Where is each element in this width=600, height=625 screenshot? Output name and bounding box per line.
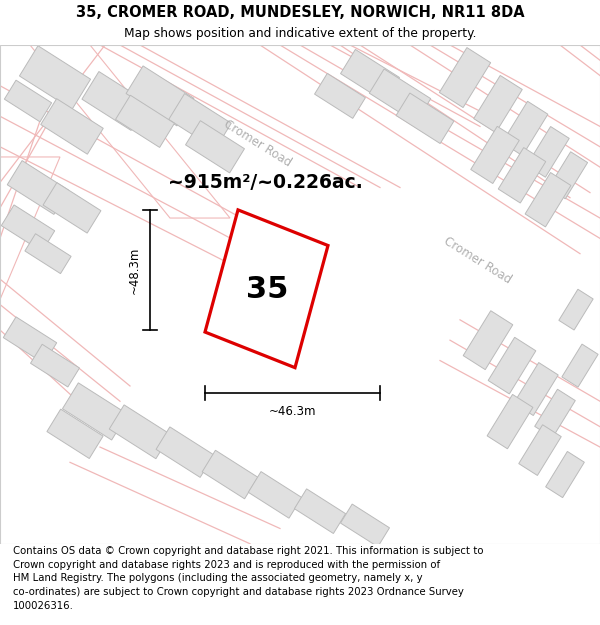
Polygon shape: [185, 121, 244, 173]
Polygon shape: [396, 93, 454, 144]
Polygon shape: [3, 317, 57, 364]
Text: ~46.3m: ~46.3m: [269, 405, 316, 418]
Polygon shape: [116, 95, 175, 148]
Polygon shape: [548, 152, 587, 199]
Text: ~915m²/~0.226ac.: ~915m²/~0.226ac.: [168, 173, 363, 192]
Polygon shape: [519, 425, 561, 476]
Text: 35: 35: [246, 275, 288, 304]
Polygon shape: [369, 69, 431, 122]
Text: ~48.3m: ~48.3m: [128, 246, 140, 294]
Polygon shape: [474, 76, 522, 132]
Polygon shape: [488, 338, 536, 394]
Polygon shape: [514, 362, 558, 416]
Polygon shape: [169, 94, 231, 149]
Polygon shape: [82, 71, 148, 131]
Text: Contains OS data © Crown copyright and database right 2021. This information is : Contains OS data © Crown copyright and d…: [13, 546, 484, 611]
Polygon shape: [463, 311, 513, 369]
Polygon shape: [314, 73, 365, 118]
Polygon shape: [109, 405, 171, 459]
Text: Map shows position and indicative extent of the property.: Map shows position and indicative extent…: [124, 27, 476, 40]
Polygon shape: [559, 289, 593, 330]
Polygon shape: [47, 409, 103, 459]
Polygon shape: [7, 161, 69, 214]
Polygon shape: [31, 344, 79, 387]
Polygon shape: [295, 489, 346, 534]
Polygon shape: [25, 234, 71, 274]
Polygon shape: [19, 46, 91, 109]
Polygon shape: [126, 66, 194, 126]
Polygon shape: [341, 504, 389, 547]
Text: Cromer Road: Cromer Road: [222, 118, 294, 169]
Polygon shape: [4, 80, 52, 122]
Polygon shape: [41, 99, 103, 154]
Polygon shape: [341, 49, 400, 102]
Polygon shape: [525, 173, 571, 227]
Polygon shape: [62, 383, 128, 440]
Polygon shape: [502, 101, 548, 156]
Polygon shape: [248, 472, 302, 518]
Polygon shape: [535, 389, 575, 438]
Polygon shape: [43, 182, 101, 233]
Polygon shape: [487, 394, 533, 449]
Text: 35, CROMER ROAD, MUNDESLEY, NORWICH, NR11 8DA: 35, CROMER ROAD, MUNDESLEY, NORWICH, NR1…: [76, 5, 524, 20]
Polygon shape: [202, 450, 258, 499]
Polygon shape: [562, 344, 598, 387]
Polygon shape: [527, 126, 569, 178]
Polygon shape: [439, 48, 491, 108]
Polygon shape: [471, 126, 519, 184]
Polygon shape: [498, 148, 546, 203]
Polygon shape: [1, 205, 55, 251]
Polygon shape: [205, 210, 328, 368]
Polygon shape: [156, 427, 214, 478]
Text: Cromer Road: Cromer Road: [442, 235, 514, 287]
Polygon shape: [545, 451, 584, 498]
